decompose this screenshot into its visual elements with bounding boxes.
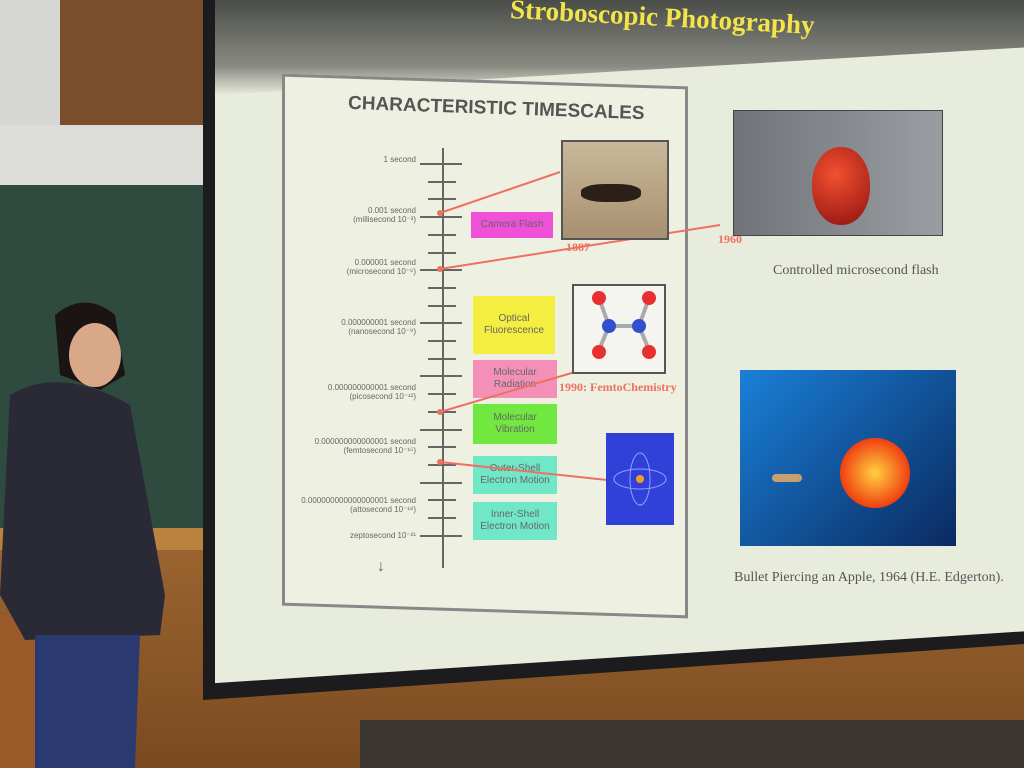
horse-silhouette	[581, 184, 641, 202]
marker-dot	[437, 266, 443, 272]
axis-tick	[428, 517, 456, 519]
axis-tick	[428, 393, 456, 396]
molecular-vibration-box: Molecular Vibration	[473, 404, 557, 444]
axis-tick	[428, 357, 456, 360]
femtochemistry-label: 1990: FemtoChemistry	[559, 380, 677, 394]
inner-shell-box: Inner-Shell Electron Motion	[473, 502, 557, 540]
axis-tick	[420, 322, 462, 325]
connector-line	[439, 171, 561, 214]
timescale-label: 0.000000000001 second (picosecond 10⁻¹²)	[327, 383, 416, 401]
axis-tick	[420, 481, 462, 484]
atom-diagram	[606, 433, 674, 525]
connector-line	[439, 461, 608, 481]
axis-tick	[428, 180, 456, 183]
axis-tick	[420, 534, 462, 537]
down-arrow-icon: ↓	[377, 558, 385, 575]
axis-tick	[428, 286, 456, 289]
connector-line	[439, 224, 721, 270]
axis-tick	[428, 233, 456, 236]
axis-tick	[428, 251, 456, 254]
bullet-caption: Bullet Piercing an Apple, 1964 (H.E. Edg…	[734, 570, 1004, 585]
axis-tick	[428, 499, 456, 502]
optical-fluorescence-box: Optical Fluorescence	[473, 296, 555, 354]
axis-tick	[428, 198, 456, 201]
axis-tick	[420, 375, 462, 378]
timescale-label: 0.000000000000001 second (femtosecond 10⁻…	[314, 437, 416, 455]
connector-line	[439, 371, 576, 413]
apple-flash-caption: Controlled microsecond flash	[773, 263, 939, 278]
apple-explosion	[840, 438, 910, 508]
molecule-diagram	[572, 284, 666, 374]
axis-tick	[428, 463, 456, 466]
timescale-label: 0.000001 second (microsecond 10⁻⁶)	[346, 258, 416, 276]
axis-tick	[428, 304, 456, 307]
presenter	[0, 302, 165, 768]
axis-tick	[420, 428, 462, 431]
apple-photo	[733, 110, 943, 236]
apple	[812, 147, 870, 225]
axis-tick	[420, 216, 462, 219]
year-1887: 1887	[566, 240, 590, 254]
timescale-label: 0.000000000000000001 second (attosecond 1…	[301, 496, 416, 514]
camera-flash-box: Camera Flash	[471, 212, 553, 238]
marker-dot	[437, 459, 443, 465]
timescale-label: 0.001 second (millisecond 10⁻³)	[353, 206, 416, 224]
axis-tick	[428, 446, 456, 449]
axis-tick	[420, 163, 462, 165]
timescale-label: zeptosecond 10⁻²¹	[349, 531, 416, 540]
bullet	[772, 474, 802, 482]
marker-dot	[437, 409, 443, 415]
wall-panel	[0, 0, 60, 125]
bullet-apple-photo	[740, 370, 956, 546]
timescale-label: 1 second	[383, 155, 416, 164]
ledge	[0, 125, 205, 185]
outer-shell-box: Outer-Shell Electron Motion	[473, 456, 557, 494]
floor	[360, 720, 1024, 768]
axis-tick	[428, 340, 456, 342]
molecular-radiation-box: Molecular Radiation	[473, 360, 557, 398]
horse-photo	[561, 140, 669, 240]
timescale-label: 0.000000001 second (nanosecond 10⁻⁹)	[341, 318, 416, 336]
marker-dot	[437, 210, 443, 216]
